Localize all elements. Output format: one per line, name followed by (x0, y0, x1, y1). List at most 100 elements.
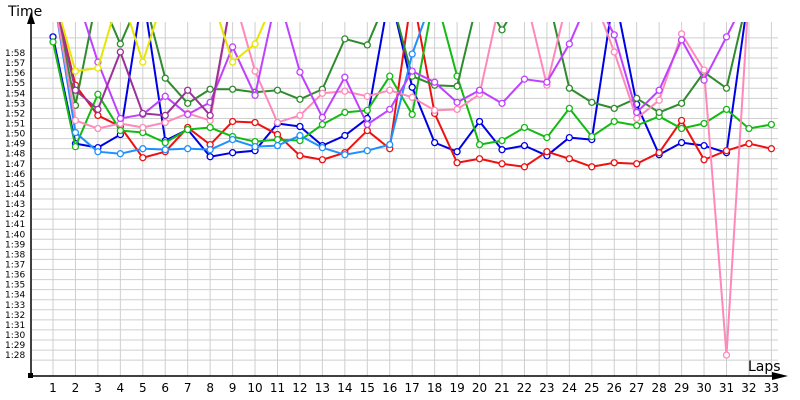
series-segment (703, 36, 728, 81)
x-tick-label: 5 (139, 381, 147, 395)
series-segment (321, 76, 346, 118)
series-segment (299, 71, 324, 118)
x-tick-label: 21 (494, 381, 509, 395)
series-segment (366, 22, 379, 46)
series-segment (411, 22, 425, 55)
x-tick-label: 27 (629, 381, 644, 395)
data-point (700, 156, 708, 164)
data-point (228, 58, 237, 66)
series-segment (411, 22, 431, 115)
series-light-blue (56, 22, 425, 159)
series-segment (619, 22, 638, 105)
series-segment (119, 22, 140, 135)
x-tick-label: 33 (764, 381, 779, 395)
y-tick-label: 1:57 (5, 59, 25, 69)
y-tick-label: 1:33 (5, 301, 25, 311)
data-point (251, 91, 259, 99)
series-segment (60, 22, 77, 72)
series-segment (601, 22, 616, 53)
data-point (408, 67, 416, 75)
series-segment (187, 126, 211, 146)
y-tick-label: 1:47 (5, 160, 25, 170)
data-point (520, 123, 529, 132)
series-segment (218, 22, 234, 63)
series-segment (186, 128, 211, 158)
series-segment (568, 22, 580, 45)
series-segment (725, 22, 736, 38)
series-segment (231, 43, 256, 63)
series-yellow (60, 22, 266, 75)
data-point (677, 116, 686, 125)
data-point (363, 126, 371, 135)
series-segment (681, 141, 705, 147)
data-point (655, 149, 663, 157)
data-point (430, 138, 439, 147)
series-segment (681, 122, 705, 130)
x-tick-label: 30 (696, 381, 711, 395)
data-point (161, 74, 169, 82)
data-point (94, 64, 102, 72)
series-segment (209, 151, 233, 158)
series-segment (501, 126, 525, 142)
series-segment (299, 125, 324, 147)
data-point (543, 133, 551, 142)
x-tick-label: 20 (472, 381, 487, 395)
series-segment (231, 46, 256, 96)
series-segment (120, 129, 143, 134)
data-point (341, 35, 349, 43)
x-tick-label: 23 (539, 381, 554, 395)
y-tick-label: 1:44 (5, 190, 25, 200)
data-point (655, 108, 663, 117)
y-tick-label: 1:52 (5, 109, 25, 119)
data-point (475, 140, 484, 149)
data-point (71, 67, 80, 75)
data-point (116, 40, 124, 48)
series-segment (367, 89, 391, 98)
series-segment (389, 89, 413, 99)
series-segment (120, 113, 143, 120)
data-point (161, 138, 169, 147)
series-segment (636, 151, 660, 165)
series-segment (411, 70, 436, 84)
y-tick-label: 1:35 (5, 281, 25, 291)
series-segment (703, 149, 727, 161)
series-segment (434, 141, 458, 153)
series-segment (187, 88, 211, 105)
series-segment (546, 43, 571, 83)
series-segment (680, 39, 705, 81)
y-tick-label: 1:43 (5, 200, 25, 210)
data-point (116, 48, 124, 56)
data-point (341, 108, 349, 117)
series-segment (366, 108, 391, 126)
series-segment (75, 67, 99, 73)
series-segment (479, 89, 503, 105)
data-point (498, 99, 506, 107)
data-point (453, 148, 461, 156)
series-segment (322, 146, 346, 156)
series-segment (209, 22, 229, 116)
series-segment (725, 22, 743, 89)
data-point (633, 108, 641, 117)
series-segment (530, 22, 548, 86)
series-segment (58, 22, 77, 91)
series-segment (545, 22, 564, 86)
series-segment (74, 22, 93, 106)
series-segment (433, 113, 459, 164)
data-point (453, 82, 461, 90)
data-point (94, 90, 102, 98)
series-segment (164, 95, 189, 116)
x-tick-label: 24 (562, 381, 577, 395)
series-segment (636, 97, 660, 114)
series-segment (658, 39, 683, 91)
series-segment (501, 162, 525, 168)
data-point (700, 141, 708, 150)
series-segment (456, 75, 481, 145)
series-segment (120, 147, 144, 155)
origin-marker (28, 373, 33, 378)
y-tick-label: 1:28 (5, 351, 25, 361)
series-segment (613, 51, 638, 119)
series-segment (568, 107, 593, 138)
data-point (116, 114, 124, 123)
x-tick-label: 25 (584, 381, 599, 395)
x-tick-label: 11 (270, 381, 285, 395)
